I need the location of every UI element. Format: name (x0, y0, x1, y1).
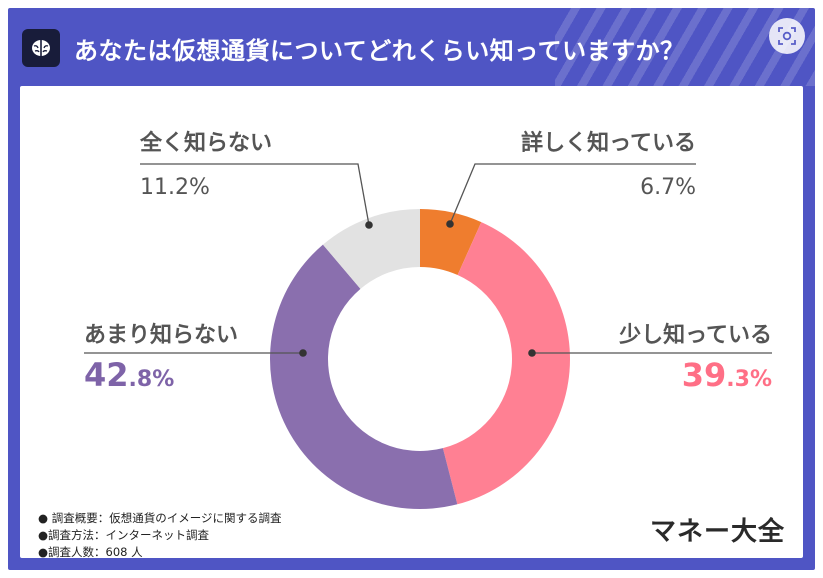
category-label-none: 全く知らない (139, 130, 272, 156)
donut-chart: 詳しく知っている 6.7% 少し知っている 39.3% あまり知らない 42.8% 全く知ら… (84, 130, 772, 510)
leader-dot-none (365, 221, 373, 229)
decorative-stripes (555, 8, 815, 86)
brain-icon (22, 29, 60, 67)
category-label-little: 少し知っている (618, 322, 772, 348)
leader-line-none (140, 163, 370, 226)
category-label-detailed: 詳しく知っている (521, 130, 696, 156)
chart-card: あなたは仮想通貨についてどれくらい知っていますか？ 詳しく知っている 6.7% 少し… (8, 8, 815, 570)
brand-logo: マネー大全 (649, 517, 785, 547)
slice-detailed (420, 209, 482, 276)
category-label-not-much: あまり知らない (84, 322, 238, 348)
value-label-little: 39.3% (682, 356, 772, 394)
leader-dot-detailed (446, 220, 454, 228)
value-label-not-much: 42.8% (84, 356, 174, 394)
leader-dot-not-much (299, 349, 307, 357)
footnote-method: ●調査方法：インターネット調査 (38, 528, 210, 542)
slice-not-much (270, 244, 458, 510)
header: あなたは仮想通貨についてどれくらい知っていますか？ (22, 28, 685, 68)
value-label-detailed: 6.7% (640, 175, 696, 200)
leader-line-detailed (449, 163, 696, 225)
chart-panel: 詳しく知っている 6.7% 少し知っている 39.3% あまり知らない 42.8% 全く知ら… (20, 86, 803, 559)
footnote-count: ●調査人数：608 人 (38, 545, 143, 559)
page-title: あなたは仮想通貨についてどれくらい知っていますか？ (74, 36, 685, 65)
value-label-none: 11.2% (140, 175, 210, 200)
lens-icon[interactable] (769, 18, 805, 54)
slice-little (442, 222, 570, 505)
slice-none (322, 209, 420, 289)
leader-dot-little (528, 349, 536, 357)
footnote-survey: ● 調査概要：仮想通貨のイメージに関する調査 (38, 511, 282, 525)
